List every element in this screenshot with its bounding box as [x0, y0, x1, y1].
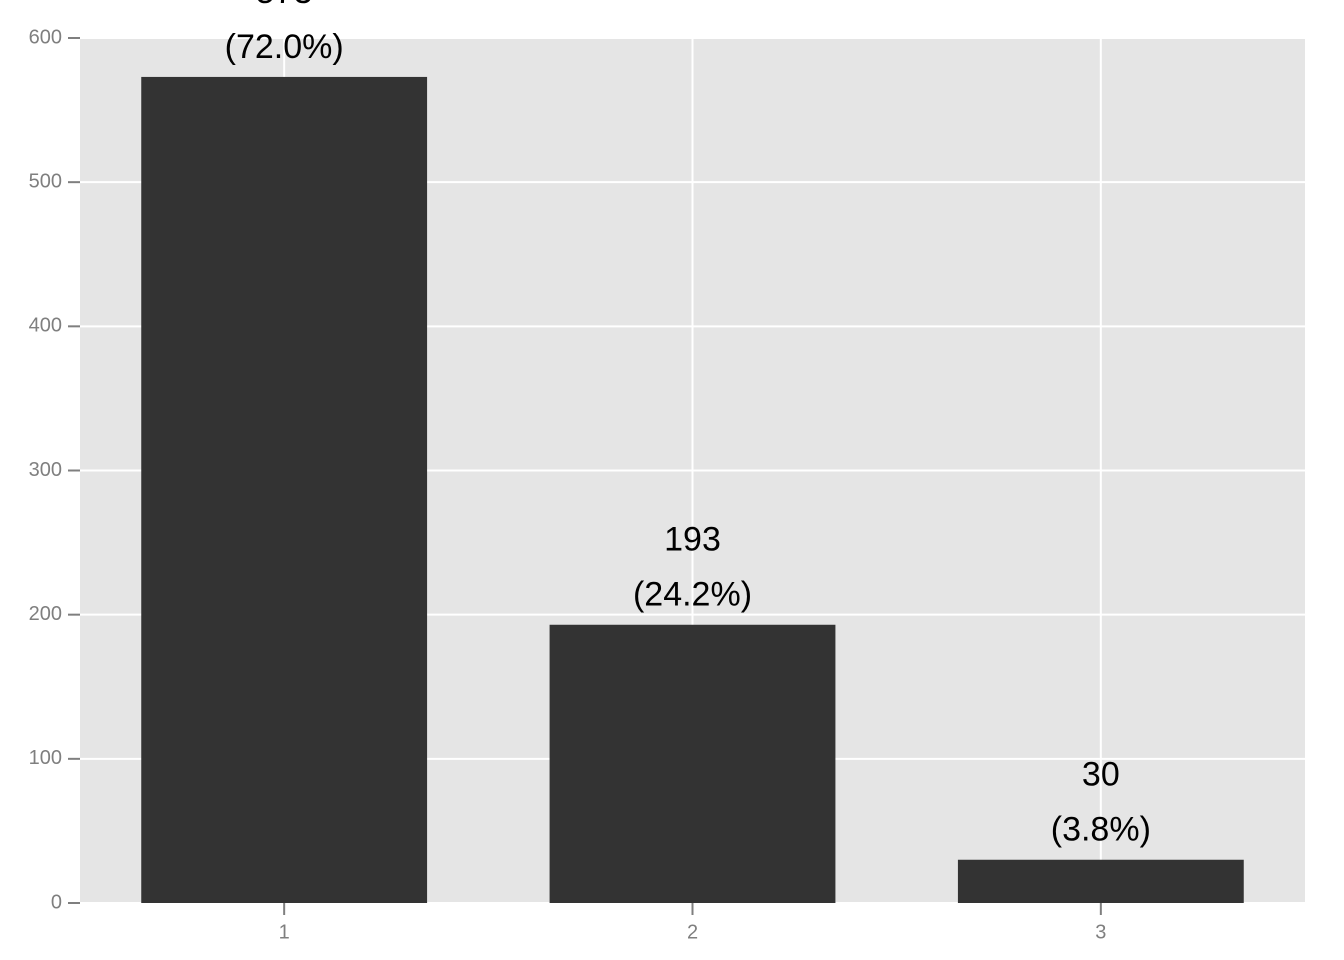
bar — [141, 76, 428, 904]
y-tick-label: 200 — [29, 603, 62, 625]
x-tick-label: 2 — [687, 921, 698, 943]
percent-label: (3.8%) — [1051, 811, 1151, 849]
percent-label: (24.2%) — [633, 576, 752, 614]
y-tick-label: 0 — [51, 891, 62, 913]
y-tick-label: 400 — [29, 315, 62, 337]
y-tick-label: 500 — [29, 170, 62, 192]
x-tick-label: 3 — [1095, 921, 1106, 943]
data-label: 573 — [256, 0, 313, 11]
bar — [549, 624, 836, 903]
y-tick-label: 100 — [29, 747, 62, 769]
data-label: 193 — [664, 521, 721, 559]
percent-label: (72.0%) — [225, 28, 344, 66]
x-tick-label: 1 — [279, 921, 290, 943]
data-label: 30 — [1082, 756, 1120, 794]
y-tick-label: 600 — [29, 26, 62, 48]
y-tick-label: 300 — [29, 459, 62, 481]
bar — [957, 859, 1244, 903]
